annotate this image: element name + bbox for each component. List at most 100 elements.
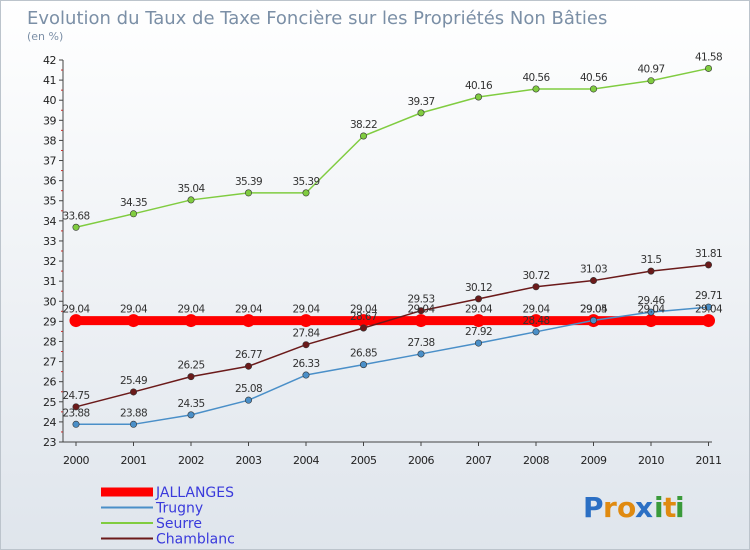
data-label: 35.04 xyxy=(177,183,205,195)
data-point xyxy=(184,314,198,328)
data-label: 29.46 xyxy=(637,295,665,307)
data-point xyxy=(130,210,138,218)
data-point xyxy=(529,314,543,328)
legend-label: Trugny xyxy=(155,501,203,517)
data-point xyxy=(242,314,255,328)
x-tick-label: 2004 xyxy=(293,454,319,467)
data-label: 31.03 xyxy=(580,264,607,276)
y-tick-label: 41 xyxy=(43,74,56,87)
data-point xyxy=(589,85,597,93)
data-point xyxy=(532,283,540,291)
x-tick-label: 2001 xyxy=(121,454,147,467)
series-layer: 29.04 29.04 29.04 29.04 29.04 29.04 29.04 29.04… xyxy=(62,51,724,428)
data-point xyxy=(187,411,195,419)
chart-subtitle: (en %) xyxy=(27,30,63,43)
y-tick-label: 42 xyxy=(43,54,56,67)
data-point xyxy=(302,341,310,349)
data-label: 31.81 xyxy=(695,248,722,260)
logo-letter: r xyxy=(603,491,617,524)
y-tick-label: 29 xyxy=(43,315,56,328)
data-point xyxy=(704,261,712,269)
data-point xyxy=(72,223,80,231)
data-label: 29.04 xyxy=(407,304,435,316)
data-point xyxy=(245,362,253,370)
data-label: 25.08 xyxy=(235,383,262,395)
y-tick-label: 23 xyxy=(43,436,56,449)
x-tick-label: 2010 xyxy=(638,454,664,467)
data-label: 27.38 xyxy=(407,337,434,349)
data-label: 33.68 xyxy=(62,210,89,222)
data-point xyxy=(414,314,428,328)
data-label: 26.77 xyxy=(235,349,262,361)
data-label: 26.85 xyxy=(350,348,377,360)
logo-letter: P xyxy=(583,491,604,524)
y-tick-label: 39 xyxy=(43,114,56,127)
data-label: 30.72 xyxy=(522,270,549,282)
data-label: 29.04 xyxy=(177,304,205,316)
data-point xyxy=(474,93,482,101)
data-point xyxy=(589,277,597,285)
data-label: 27.92 xyxy=(465,326,492,338)
logo-letter: x xyxy=(635,491,653,524)
y-tick-label: 38 xyxy=(43,134,56,147)
x-tick-label: 2009 xyxy=(581,454,607,467)
x-tick-label: 2003 xyxy=(236,454,262,467)
data-label: 35.39 xyxy=(292,176,319,188)
y-tick-label: 32 xyxy=(43,255,56,268)
y-tick-label: 30 xyxy=(43,295,56,308)
data-point xyxy=(589,316,597,324)
x-tick-label: 2008 xyxy=(523,454,549,467)
data-label: 41.58 xyxy=(695,51,722,63)
data-point xyxy=(299,314,313,328)
data-label: 29.04 xyxy=(350,304,378,316)
y-tick-label: 28 xyxy=(43,335,56,348)
data-label: 29.04 xyxy=(465,304,493,316)
data-label: 34.35 xyxy=(120,197,147,209)
series-line-trugny xyxy=(75,306,710,426)
data-label: 35.39 xyxy=(235,176,262,188)
data-point xyxy=(187,196,195,204)
data-point xyxy=(474,339,482,347)
data-point xyxy=(69,314,83,328)
data-label: 25.49 xyxy=(120,375,147,387)
data-point xyxy=(127,314,140,328)
data-label: 23.88 xyxy=(120,407,147,419)
data-label: 29.04 xyxy=(292,304,320,316)
data-point xyxy=(302,371,310,379)
data-point xyxy=(130,420,138,428)
x-ticks: 2000 2001 2002 2003 2004 2005 2006 2007 2008 2009… xyxy=(63,442,722,467)
y-tick-label: 25 xyxy=(43,396,56,409)
data-label: 26.25 xyxy=(177,360,204,372)
data-point xyxy=(359,132,367,140)
data-label: 38.22 xyxy=(350,119,377,131)
data-point xyxy=(417,350,425,358)
data-point xyxy=(532,85,540,93)
data-label: 39.37 xyxy=(407,96,434,108)
data-label: 24.75 xyxy=(62,390,89,402)
data-label: 29.04 xyxy=(235,304,263,316)
data-label: 29.04 xyxy=(120,304,148,316)
x-tick-label: 2000 xyxy=(63,454,89,467)
data-label: 40.56 xyxy=(580,72,608,84)
data-label: 40.56 xyxy=(522,72,550,84)
data-point xyxy=(472,314,485,328)
data-point xyxy=(532,328,540,336)
data-point xyxy=(417,109,425,117)
data-point xyxy=(704,303,712,311)
data-point xyxy=(647,308,655,316)
y-tick-label: 26 xyxy=(43,376,56,389)
data-label: 28.48 xyxy=(522,315,549,327)
data-point xyxy=(417,307,425,315)
x-tick-label: 2002 xyxy=(178,454,204,467)
data-label: 40.16 xyxy=(465,80,493,92)
y-tick-label: 34 xyxy=(43,215,56,228)
data-label: 24.35 xyxy=(177,398,204,410)
y-tick-label: 35 xyxy=(43,195,56,208)
y-tick-label: 40 xyxy=(43,94,56,107)
x-tick-label: 2007 xyxy=(466,454,492,467)
data-point xyxy=(702,314,715,328)
data-label: 31.5 xyxy=(641,254,662,266)
